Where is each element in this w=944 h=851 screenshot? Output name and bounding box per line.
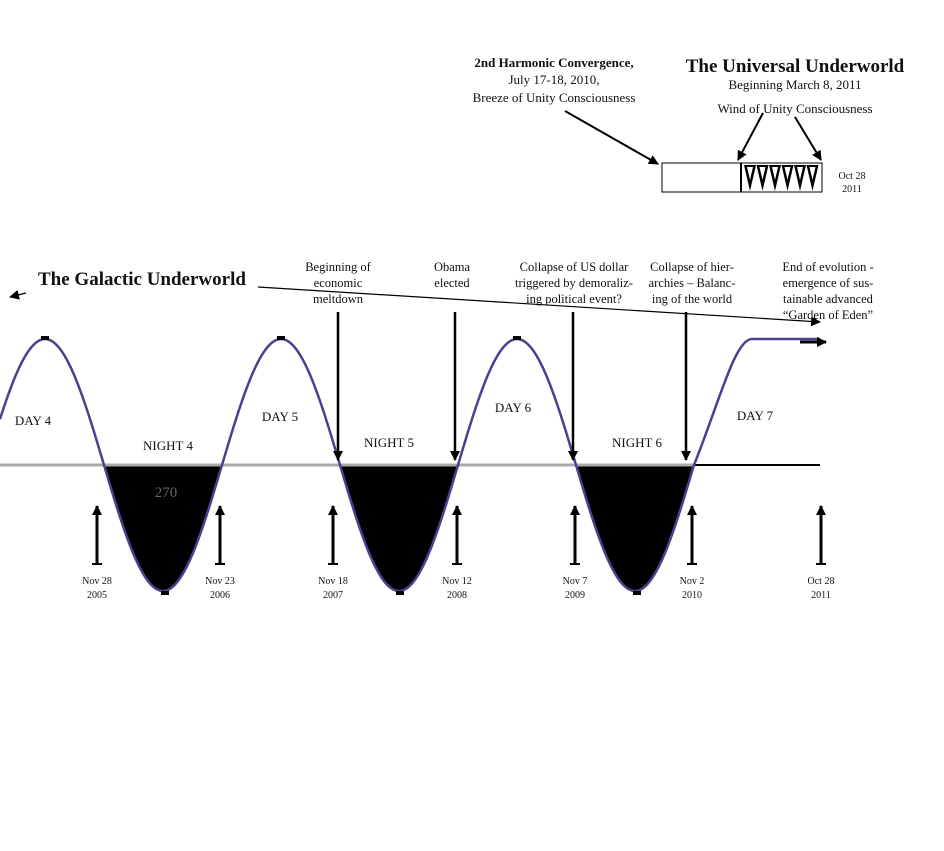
event-label: economic	[314, 276, 363, 290]
event-label: ing political event?	[526, 292, 622, 306]
event-label: Beginning of	[305, 260, 371, 274]
labels: DAY 4 NIGHT 4 DAY 5 NIGHT 5 DAY 6 NIGHT 6 DAY …	[15, 260, 874, 601]
universal-end-year: 2011	[842, 184, 862, 195]
galactic-title: The Galactic Underworld	[38, 269, 246, 290]
universal-subtitle: Beginning March 8, 2011	[728, 77, 861, 92]
event-label: Obama	[434, 260, 471, 274]
event-label: meltdown	[313, 292, 364, 306]
trough-tick	[633, 591, 641, 595]
date-month: Nov 28	[82, 576, 112, 587]
period-label: NIGHT 6	[612, 435, 662, 450]
universal-triangle-inner	[809, 167, 816, 180]
universal-wind: Wind of Unity Consciousness	[717, 101, 872, 116]
axis-label: 270	[155, 485, 178, 501]
universal-triangle-inner	[797, 167, 803, 180]
period-label: DAY 7	[737, 408, 774, 423]
period-label: DAY 4	[15, 413, 52, 428]
event-label: Collapse of US dollar	[520, 260, 630, 274]
date-month: Nov 18	[318, 576, 348, 587]
crest-tick	[513, 336, 521, 340]
night-fill	[576, 465, 695, 591]
period-label: DAY 5	[262, 409, 298, 424]
wind-arrow-left	[737, 112, 764, 161]
date-month: Nov 12	[442, 576, 472, 587]
convergence-arrow	[564, 110, 659, 165]
event-label: archies – Balanc-	[649, 276, 736, 290]
convergence-date: July 17-18, 2010,	[509, 72, 600, 87]
universal-triangle-inner	[759, 167, 766, 180]
shapes	[0, 110, 827, 595]
event-label: triggered by demoraliz-	[515, 276, 633, 290]
universal-title: The Universal Underworld	[686, 56, 905, 77]
date-year: 2006	[210, 590, 230, 601]
night-fill	[105, 465, 222, 591]
event-label: Collapse of hier-	[650, 260, 734, 274]
date-month: Nov 2	[680, 576, 705, 587]
galactic-line	[257, 286, 821, 327]
crest-tick	[277, 336, 285, 340]
date-month: Nov 23	[205, 576, 235, 587]
galactic-left-arrow	[9, 289, 27, 300]
wind-arrow-right	[794, 116, 822, 161]
date-month: Oct 28	[808, 576, 835, 587]
convergence-title: 2nd Harmonic Convergence,	[474, 55, 633, 70]
universal-triangle-inner	[772, 167, 778, 180]
event-label: End of evolution -	[782, 260, 873, 274]
period-label: NIGHT 4	[143, 438, 193, 453]
convergence-note: Breeze of Unity Consciousness	[473, 90, 636, 105]
event-label: elected	[434, 276, 470, 290]
date-year: 2005	[87, 590, 107, 601]
date-month: Nov 7	[563, 576, 588, 587]
trough-tick	[396, 591, 404, 595]
trough-tick	[161, 591, 169, 595]
night-fill	[340, 465, 458, 591]
date-year: 2010	[682, 590, 702, 601]
period-label: NIGHT 5	[364, 435, 414, 450]
date-year: 2008	[447, 590, 467, 601]
period-label: DAY 6	[495, 400, 532, 415]
event-label: ing of the world	[652, 292, 733, 306]
wave	[0, 337, 820, 593]
universal-triangle-inner	[784, 167, 791, 180]
date-year: 2007	[323, 590, 343, 601]
date-year: 2009	[565, 590, 585, 601]
date-year: 2011	[811, 590, 831, 601]
event-label: emergence of sus-	[783, 276, 874, 290]
event-label: tainable advanced	[783, 292, 874, 306]
universal-end-month: Oct 28	[839, 171, 866, 182]
crest-tick	[41, 336, 49, 340]
universal-triangle-inner	[747, 167, 753, 180]
event-label: “Garden of Eden”	[783, 308, 873, 322]
